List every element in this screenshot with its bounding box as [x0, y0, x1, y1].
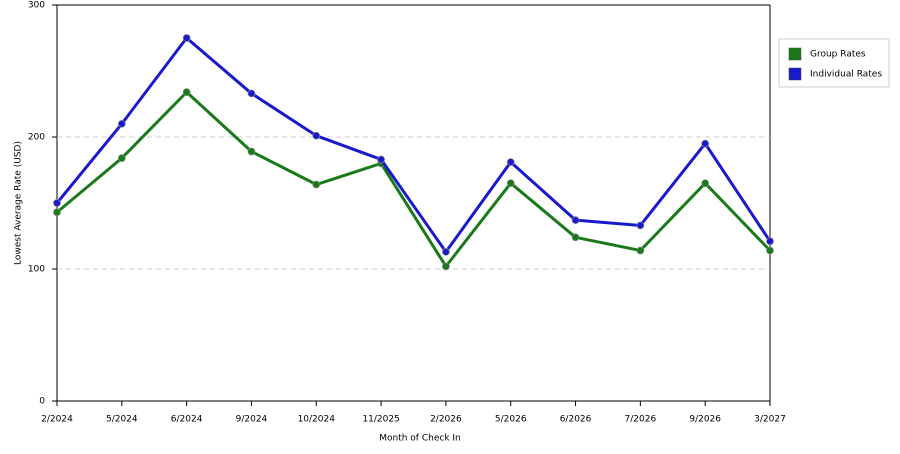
y-tick-label: 0 — [39, 397, 45, 407]
series-line — [56, 90, 772, 268]
legend-label: Individual Rates — [810, 70, 882, 80]
x-tick-label: 7/2026 — [625, 415, 657, 425]
x-tick-label: 6/2026 — [560, 415, 592, 425]
point — [442, 262, 450, 271]
y-tick-label: 300 — [28, 1, 45, 11]
point — [53, 199, 61, 207]
x-axis-label: Month of Check In — [379, 434, 461, 444]
point — [506, 179, 515, 188]
point — [766, 246, 774, 255]
point — [182, 88, 191, 96]
point — [766, 237, 774, 246]
x-tick-label: 10/2024 — [298, 415, 336, 425]
x-tick-label: 9/2024 — [236, 415, 268, 425]
x-tick-label: 2/2026 — [430, 415, 462, 425]
plot-frame — [56, 4, 771, 402]
point — [312, 180, 321, 189]
legend-label: Group Rates — [810, 50, 866, 60]
y-axis-label: Lowest Average Rate (USD) — [14, 141, 24, 265]
x-tick-label: 5/2024 — [106, 415, 138, 425]
point — [117, 154, 126, 162]
x-tick-label: 6/2024 — [171, 415, 203, 425]
y-tick-label: 200 — [28, 133, 45, 143]
point — [377, 155, 385, 164]
legend-swatch — [788, 47, 802, 61]
point — [247, 147, 256, 156]
point — [506, 158, 515, 166]
point — [117, 119, 126, 128]
point — [636, 246, 645, 255]
x-tick-label: 11/2025 — [362, 415, 399, 425]
y-tick-label: 100 — [28, 265, 45, 275]
point — [442, 247, 450, 256]
series-line — [55, 36, 772, 254]
point — [571, 216, 580, 225]
x-tick-label: 3/2027 — [754, 415, 786, 425]
point — [53, 208, 61, 217]
point — [701, 179, 710, 188]
point — [247, 89, 256, 98]
point — [571, 233, 580, 242]
legend-swatch — [788, 67, 802, 81]
x-tick-label: 5/2026 — [495, 415, 527, 425]
x-tick-label: 9/2026 — [689, 415, 721, 425]
point — [636, 221, 645, 230]
x-tick-label: 2/2024 — [41, 415, 73, 425]
point — [182, 34, 191, 42]
point — [701, 139, 710, 148]
point — [312, 131, 321, 140]
